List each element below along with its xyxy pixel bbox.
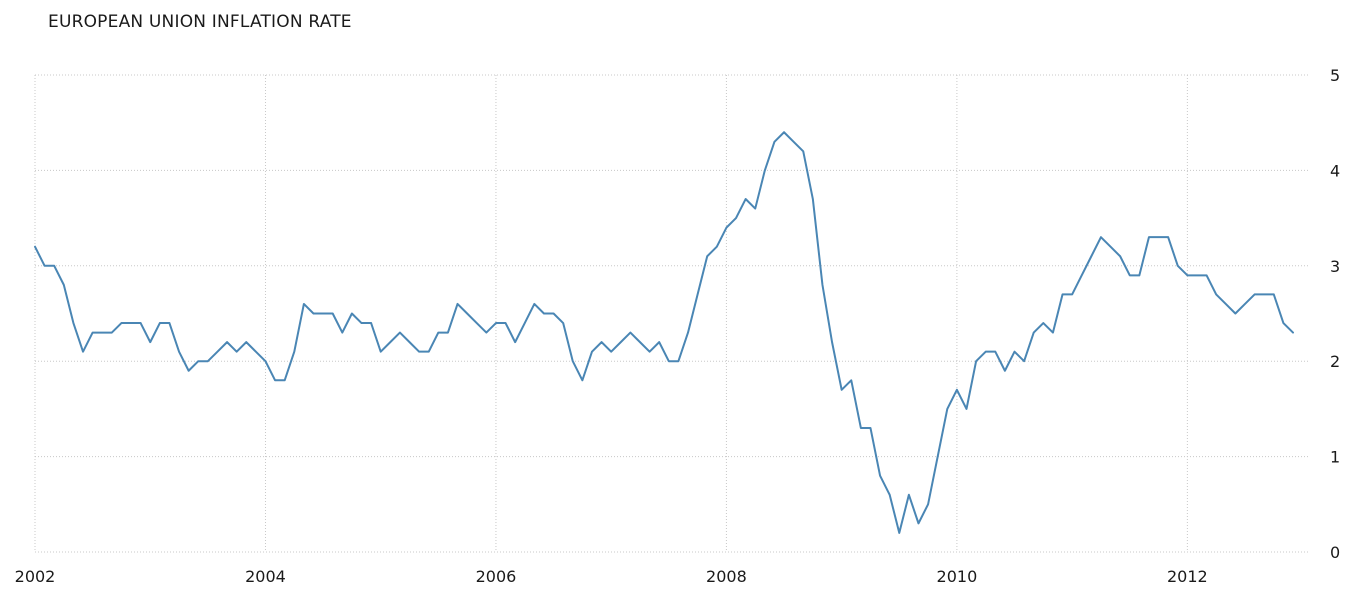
y-tick-label: 0	[1330, 543, 1340, 562]
x-tick-label: 2004	[245, 567, 286, 586]
chart-title: EUROPEAN UNION INFLATION RATE	[48, 12, 352, 32]
x-tick-label: 2002	[15, 567, 56, 586]
x-tick-label: 2010	[937, 567, 978, 586]
x-axis-labels: 2002 2004 2006 2008 2010 2012	[15, 567, 1208, 586]
series-layer	[34, 131, 1294, 534]
horizontal-grid	[35, 74, 1310, 553]
x-tick-label: 2008	[706, 567, 747, 586]
y-tick-label: 3	[1330, 257, 1340, 276]
y-tick-label: 4	[1330, 161, 1340, 180]
x-tick-label: 2006	[476, 567, 517, 586]
y-tick-label: 1	[1330, 448, 1340, 467]
x-tick-label: 2012	[1167, 567, 1208, 586]
y-axis-labels: 0 1 2 3 4 5	[1330, 66, 1340, 562]
vertical-grid	[34, 75, 1188, 552]
y-tick-label: 2	[1330, 352, 1340, 371]
series-line	[34, 131, 1294, 534]
y-tick-label: 5	[1330, 66, 1340, 85]
